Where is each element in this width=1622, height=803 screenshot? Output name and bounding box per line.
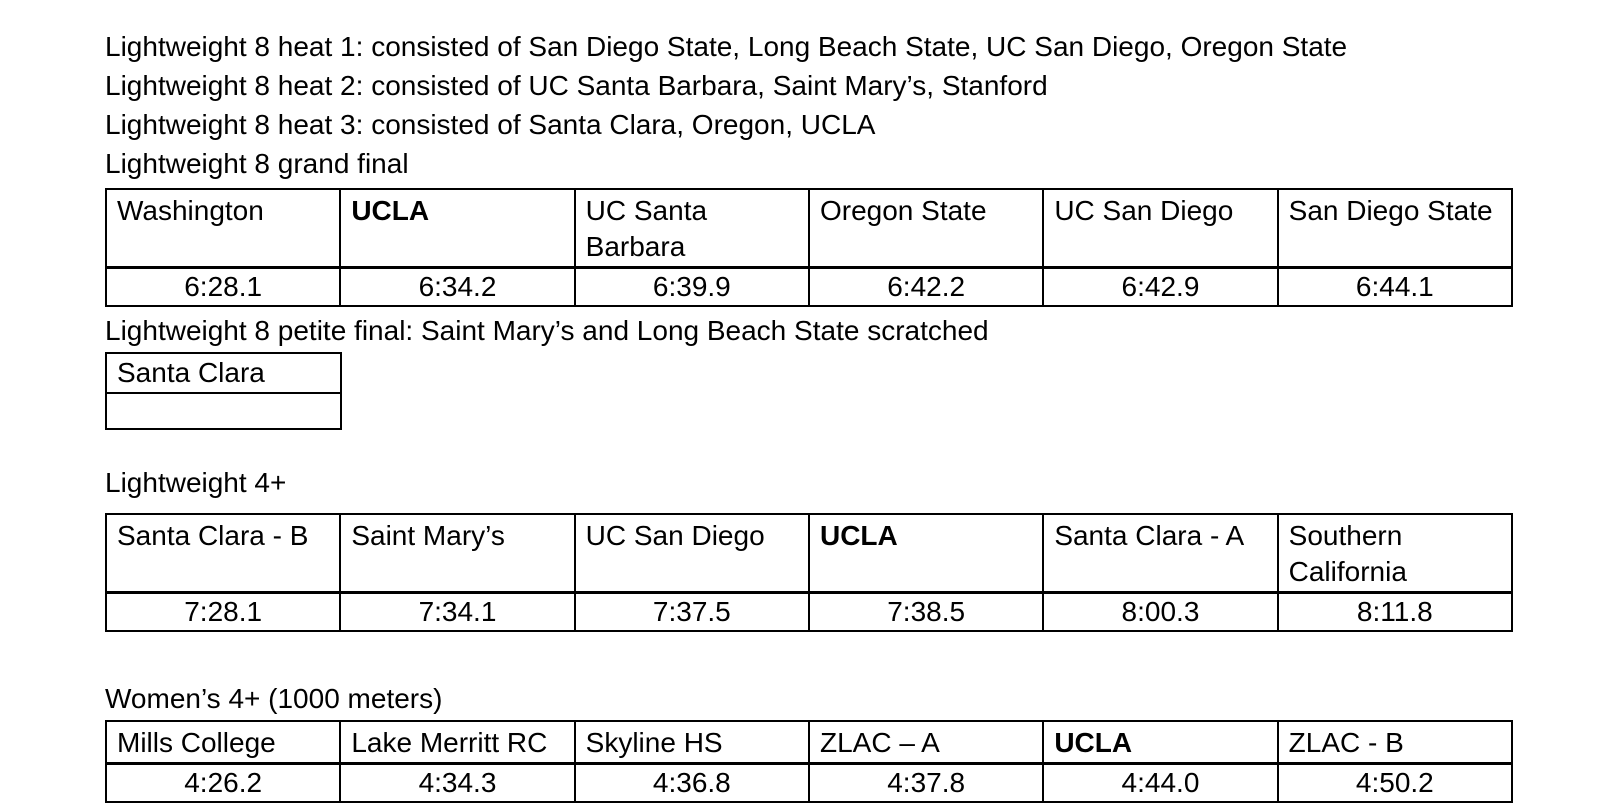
- time-cell: 4:26.2: [104, 762, 342, 803]
- petite-final-row: [105, 392, 342, 430]
- team-cell: ZLAC – A: [807, 720, 1045, 765]
- team-cell: Lake Merritt RC: [339, 720, 576, 765]
- time-cell: 7:38.5: [807, 591, 1045, 632]
- womens-4-heading: Women’s 4+ (1000 meters): [105, 683, 443, 714]
- grand-final-heading: Lightweight 8 grand final: [105, 148, 409, 179]
- time-cell: 7:37.5: [573, 591, 810, 632]
- team-cell: Santa Clara - A: [1042, 513, 1279, 594]
- team-cell: Oregon State: [807, 188, 1045, 269]
- heat-1-line: Lightweight 8 heat 1: consisted of San D…: [105, 31, 1348, 62]
- time-cell: 6:42.2: [807, 266, 1045, 307]
- time-cell: 8:00.3: [1042, 591, 1279, 632]
- team-cell: UCLA: [807, 513, 1045, 594]
- lightweight-4-header-row: Santa Clara - B Saint Mary’s UC San Dieg…: [104, 513, 1514, 594]
- petite-final-row: Santa Clara: [105, 352, 342, 394]
- team-cell: UC San Diego: [573, 513, 810, 594]
- time-cell: 8:11.8: [1276, 591, 1514, 632]
- time-cell: 4:34.3: [339, 762, 576, 803]
- time-cell: 7:28.1: [104, 591, 342, 632]
- document-page: Lightweight 8 heat 1: consisted of San D…: [104, 31, 1514, 803]
- team-cell: UCLA: [1042, 720, 1279, 765]
- heat-3-line: Lightweight 8 heat 3: consisted of Santa…: [105, 109, 876, 140]
- womens-4-header-row: Mills College Lake Merritt RC Skyline HS…: [104, 720, 1514, 765]
- lightweight-4-heading: Lightweight 4+: [105, 467, 287, 498]
- team-cell: UCLA: [339, 188, 576, 269]
- time-cell: 4:37.8: [807, 762, 1045, 803]
- team-cell: Mills College: [104, 720, 342, 765]
- womens-4-table: Mills College Lake Merritt RC Skyline HS…: [104, 720, 1514, 803]
- grand-final-table: Washington UCLA UC Santa Barbara Oregon …: [104, 188, 1514, 307]
- womens-4-time-row: 4:26.2 4:34.3 4:36.8 4:37.8 4:44.0 4:50.…: [104, 762, 1514, 803]
- heat-2-line: Lightweight 8 heat 2: consisted of UC Sa…: [105, 70, 1048, 101]
- time-cell: 6:44.1: [1276, 266, 1514, 307]
- petite-empty-cell: [105, 392, 342, 430]
- time-cell: 6:28.1: [104, 266, 342, 307]
- petite-team-cell: Santa Clara: [105, 352, 342, 394]
- time-cell: 4:50.2: [1276, 762, 1514, 803]
- time-cell: 6:34.2: [339, 266, 576, 307]
- time-cell: 4:44.0: [1042, 762, 1279, 803]
- team-cell: Southern California: [1276, 513, 1514, 594]
- team-cell: UC San Diego: [1042, 188, 1279, 269]
- grand-final-header-row: Washington UCLA UC Santa Barbara Oregon …: [104, 188, 1514, 269]
- team-cell: San Diego State: [1276, 188, 1514, 269]
- team-cell: Washington: [104, 188, 342, 269]
- team-cell: ZLAC - B: [1276, 720, 1514, 765]
- petite-final-heading: Lightweight 8 petite final: Saint Mary’s…: [105, 315, 989, 346]
- petite-final-table: Santa Clara: [105, 352, 342, 430]
- lightweight-4-table: Santa Clara - B Saint Mary’s UC San Dieg…: [104, 513, 1514, 632]
- time-cell: 7:34.1: [339, 591, 576, 632]
- lightweight-4-time-row: 7:28.1 7:34.1 7:37.5 7:38.5 8:00.3 8:11.…: [104, 591, 1514, 632]
- team-cell: Saint Mary’s: [339, 513, 576, 594]
- team-cell: UC Santa Barbara: [573, 188, 810, 269]
- team-cell: Skyline HS: [573, 720, 810, 765]
- time-cell: 6:42.9: [1042, 266, 1279, 307]
- time-cell: 4:36.8: [573, 762, 810, 803]
- team-cell: Santa Clara - B: [104, 513, 342, 594]
- grand-final-time-row: 6:28.1 6:34.2 6:39.9 6:42.2 6:42.9 6:44.…: [104, 266, 1514, 307]
- time-cell: 6:39.9: [573, 266, 810, 307]
